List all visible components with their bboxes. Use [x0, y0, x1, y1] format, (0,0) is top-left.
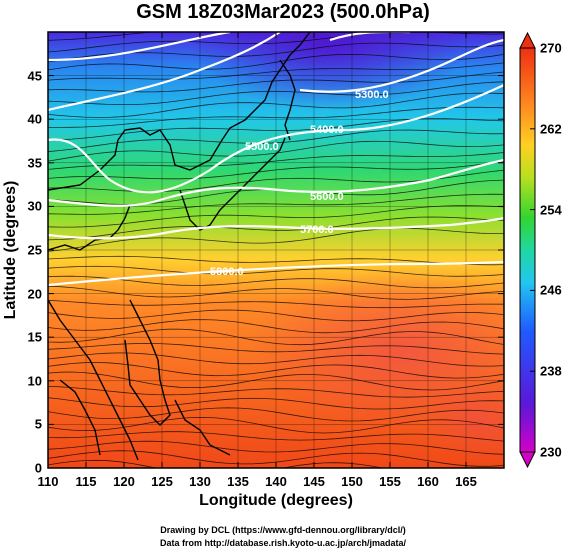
colorbar-tick-label: 230 — [540, 444, 562, 460]
y-axis-label: Latitude (degrees) — [2, 180, 19, 320]
colorbar-bottom-arrow — [519, 451, 536, 469]
y-tick-label: 40 — [27, 111, 42, 127]
chart-title: GSM 18Z03Mar2023 (500.0hPa) — [136, 1, 430, 23]
streamline — [48, 42, 504, 63]
map-plot-area: 5300.0 5400.0 5500.0 5600.0 5700.0 5800.… — [48, 32, 504, 468]
y-tick-marks — [48, 75, 504, 469]
y-tick-label: 45 — [27, 68, 42, 84]
colorbar-tick-label: 270 — [540, 40, 562, 56]
credit-data: Data from http://database.rish.kyoto-u.a… — [159, 538, 407, 548]
streamline — [48, 371, 504, 391]
x-tick-label: 155 — [379, 474, 401, 489]
height-contours — [48, 32, 504, 287]
streamline — [48, 299, 504, 309]
streamline — [48, 140, 504, 162]
x-tick-label: 125 — [151, 474, 173, 489]
streamline — [48, 32, 158, 41]
streamline — [48, 459, 385, 468]
x-tick-label: 115 — [75, 474, 97, 489]
contour-label-5600: 5600.0 — [310, 191, 344, 203]
colorbar-body — [519, 47, 536, 453]
streamline — [48, 265, 504, 277]
y-tick-label: 5 — [34, 416, 42, 432]
credit-drawing: Drawing by DCL (https://www.gfd-dennou.o… — [160, 525, 406, 535]
colorbar — [519, 31, 536, 469]
streamline — [48, 328, 504, 346]
contour-label-5400: 5400.0 — [310, 124, 344, 136]
streamline — [48, 161, 504, 181]
streamline — [48, 285, 504, 300]
contour-label-5800: 5800.0 — [210, 266, 244, 278]
streamline — [48, 62, 504, 82]
x-tick-label: 130 — [189, 474, 211, 489]
y-tick-label: 20 — [27, 286, 42, 302]
warm-region — [250, 270, 504, 430]
contour-label-5700: 5700.0 — [300, 224, 334, 236]
x-tick-label: 135 — [227, 474, 249, 489]
streamline — [48, 440, 504, 455]
streamline — [48, 342, 504, 355]
streamline — [48, 362, 504, 379]
x-axis-label: Longitude (degrees) — [199, 492, 353, 509]
x-tick-label: 145 — [303, 474, 325, 489]
x-tick-marks — [47, 32, 467, 468]
contour-label-5300: 5300.0 — [355, 89, 389, 101]
streamline — [48, 309, 504, 322]
colorbar-top-arrow — [519, 31, 536, 49]
streamline — [48, 397, 504, 410]
x-tick-label: 150 — [341, 474, 363, 489]
colorbar-tick-label: 238 — [540, 363, 562, 379]
cold-core — [190, 32, 470, 110]
streamline — [48, 319, 504, 334]
colorbar-tick-label: 262 — [540, 121, 562, 137]
streamline — [48, 385, 504, 398]
streamline — [48, 118, 504, 141]
streamline — [48, 92, 504, 118]
streamline — [48, 407, 504, 422]
y-tick-label: 30 — [27, 198, 42, 214]
lat-lon-grid — [48, 32, 504, 468]
y-tick-label: 10 — [27, 373, 42, 389]
streamline — [48, 255, 504, 266]
streamline — [48, 129, 504, 153]
streamline — [48, 106, 504, 128]
streamline — [48, 152, 504, 170]
streamline — [48, 431, 504, 442]
streamline — [48, 193, 504, 215]
streamline — [48, 71, 504, 93]
streamline — [48, 450, 504, 467]
x-tick-label: 120 — [113, 474, 135, 489]
wind-streamlines — [48, 32, 504, 468]
x-tick-label: 140 — [265, 474, 287, 489]
colorbar-tick-label: 246 — [540, 282, 562, 298]
streamline — [48, 53, 504, 71]
colorbar-tick-label: 254 — [540, 202, 562, 218]
contour-label-5500: 5500.0 — [245, 141, 279, 153]
warm-region-2 — [420, 380, 504, 460]
streamline — [48, 32, 504, 53]
y-tick-label: 0 — [34, 460, 42, 476]
streamline — [48, 352, 504, 367]
x-tick-label: 160 — [417, 474, 439, 489]
y-tick-label: 15 — [27, 329, 42, 345]
streamline — [48, 205, 504, 228]
streamline — [48, 227, 504, 252]
x-tick-label: 110 — [37, 474, 59, 489]
coastlines — [48, 32, 311, 461]
colorbar-tick-marks — [530, 47, 535, 453]
y-tick-label: 35 — [27, 155, 42, 171]
x-tick-label: 165 — [455, 474, 477, 489]
y-tick-label: 25 — [27, 242, 42, 258]
contour-labels: 5300.0 5400.0 5500.0 5600.0 5700.0 5800.… — [210, 89, 389, 278]
streamline — [48, 416, 504, 434]
streamline — [48, 81, 504, 105]
